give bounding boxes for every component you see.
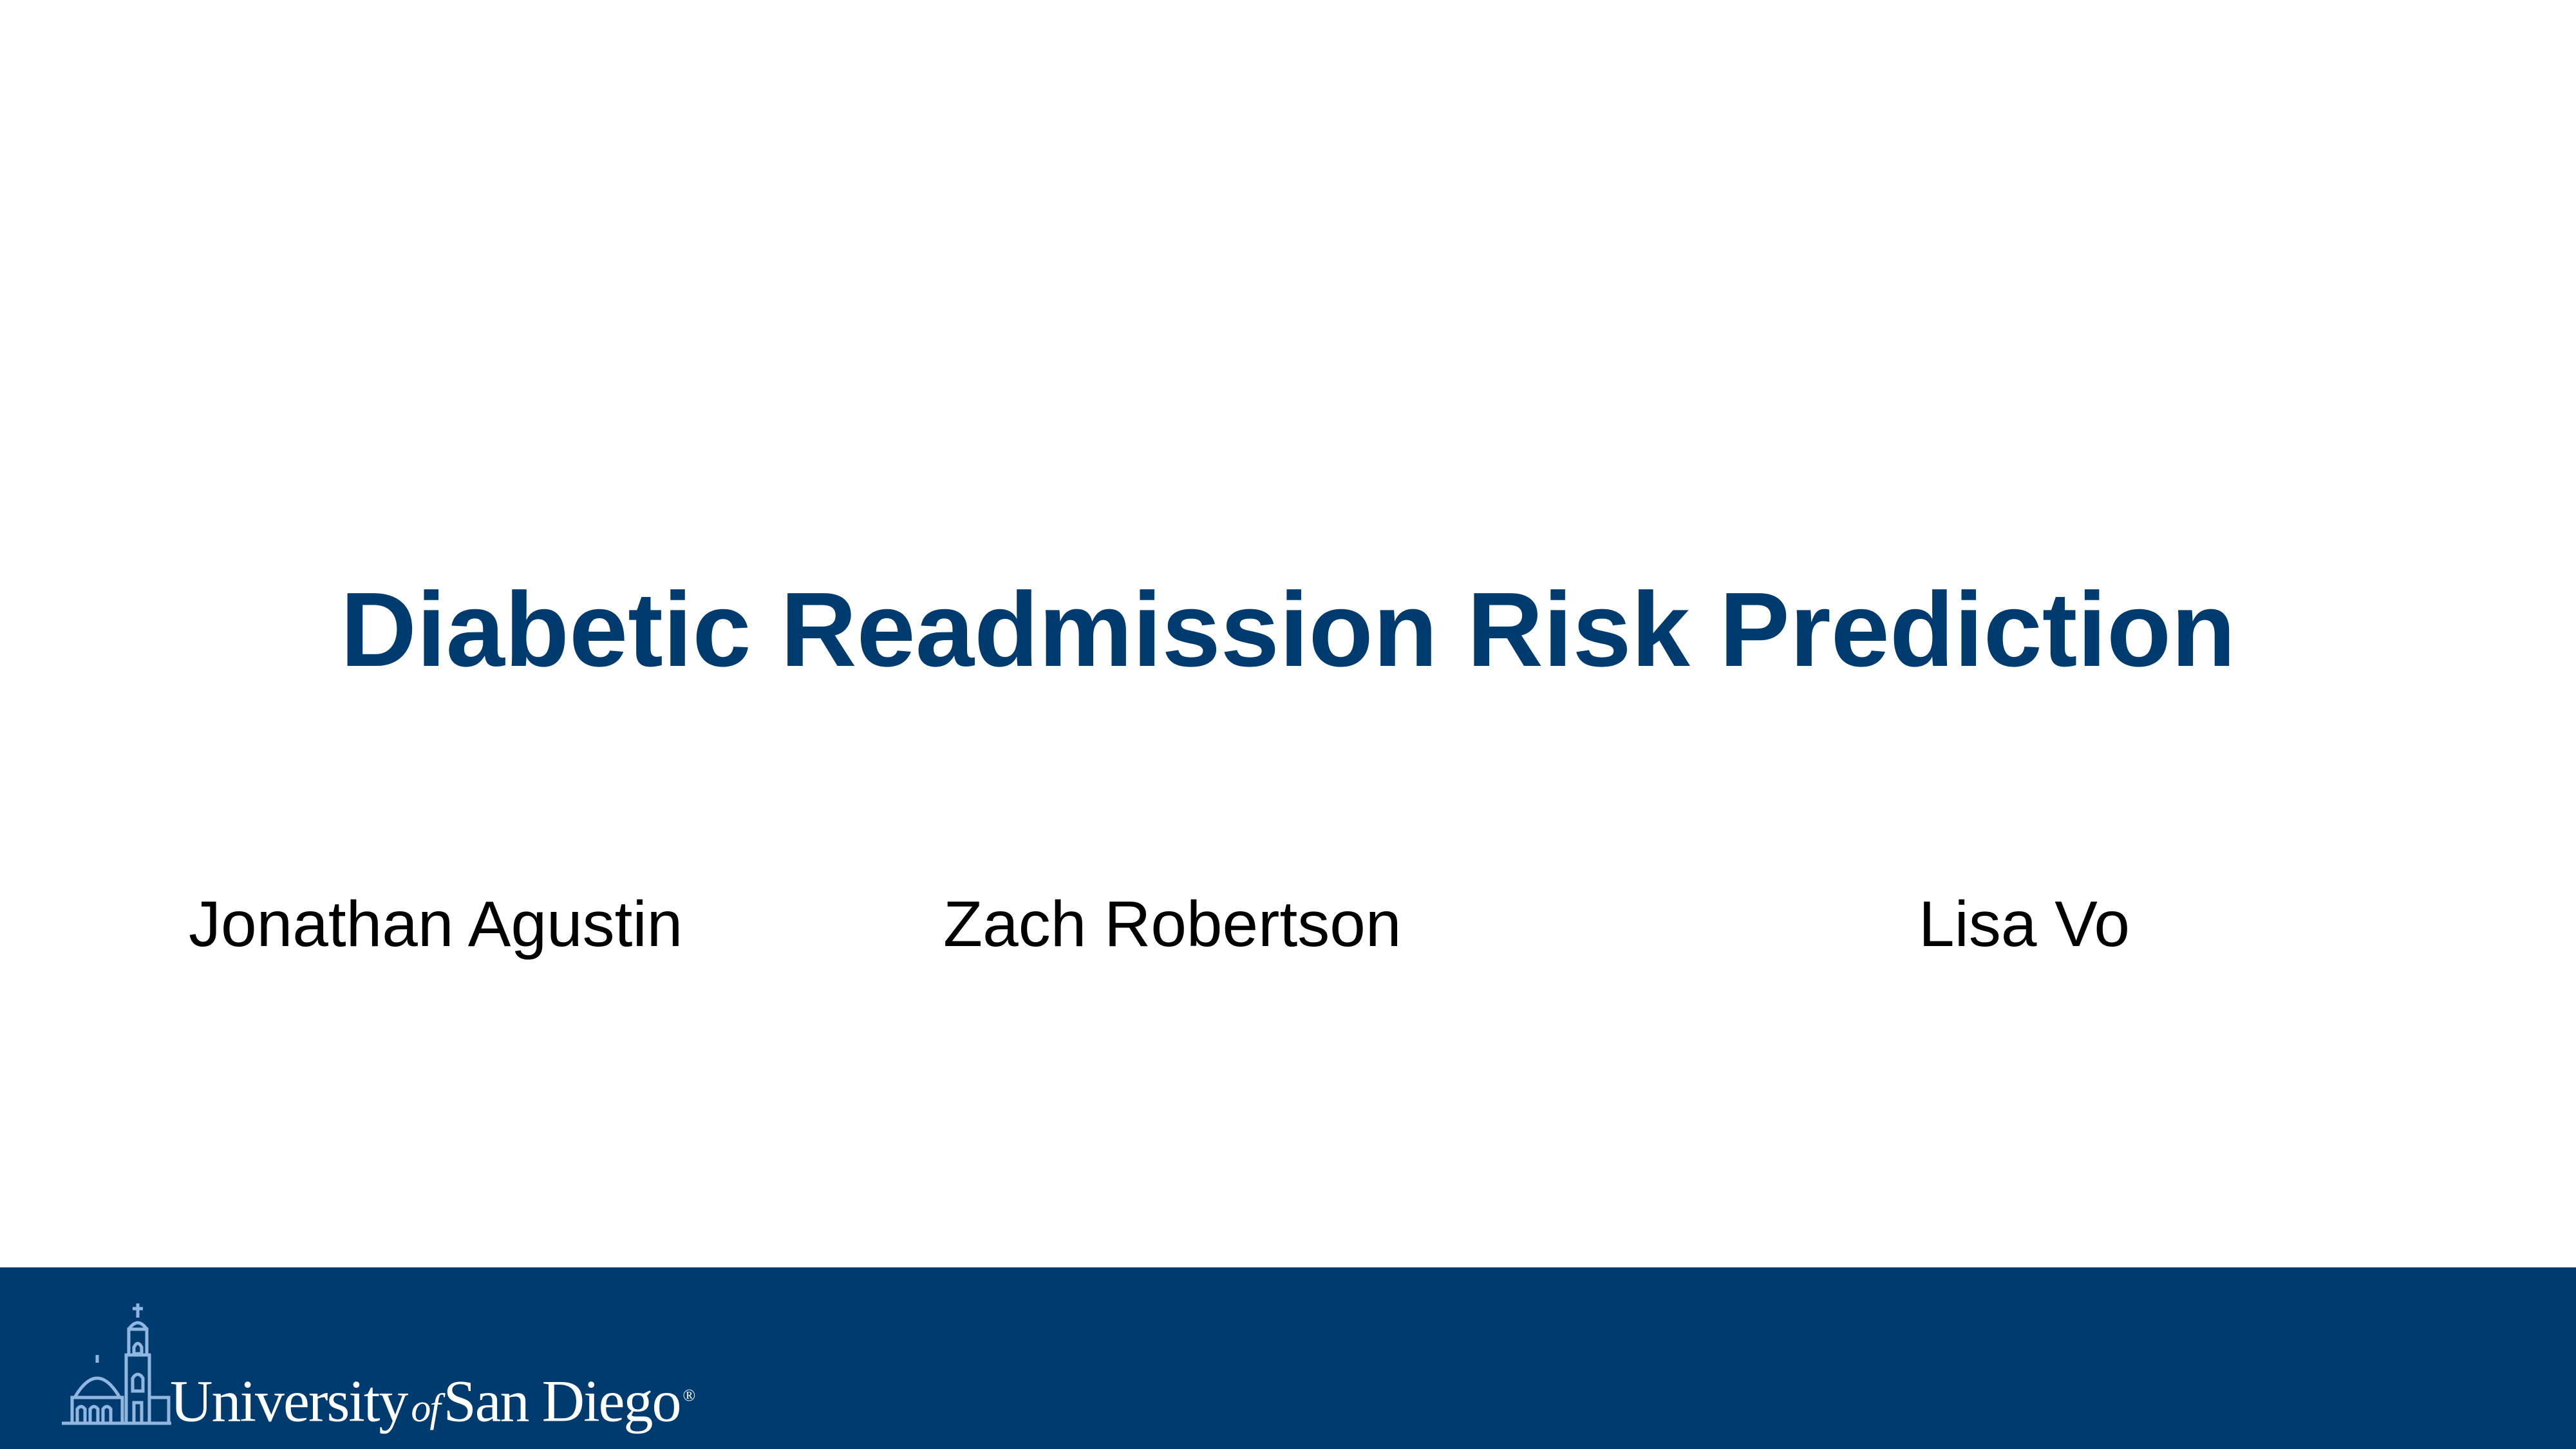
mission-church-icon (62, 1303, 171, 1425)
university-wordmark: UniversityofSan Diego ® (170, 1360, 695, 1444)
registered-mark: ® (682, 1386, 695, 1405)
wordmark-san-diego: San Diego (443, 1368, 682, 1434)
footer-bar (0, 1267, 2576, 1449)
slide-title: Diabetic Readmission Risk Prediction (340, 571, 2236, 688)
author-name-3: Lisa Vo (1919, 888, 2130, 960)
author-name-2: Zach Robertson (943, 888, 1402, 960)
wordmark-university: University (170, 1368, 408, 1434)
university-logo: UniversityofSan Diego ® (62, 1301, 695, 1434)
author-name-1: Jonathan Agustin (189, 888, 683, 960)
wordmark-of: of (411, 1386, 440, 1430)
